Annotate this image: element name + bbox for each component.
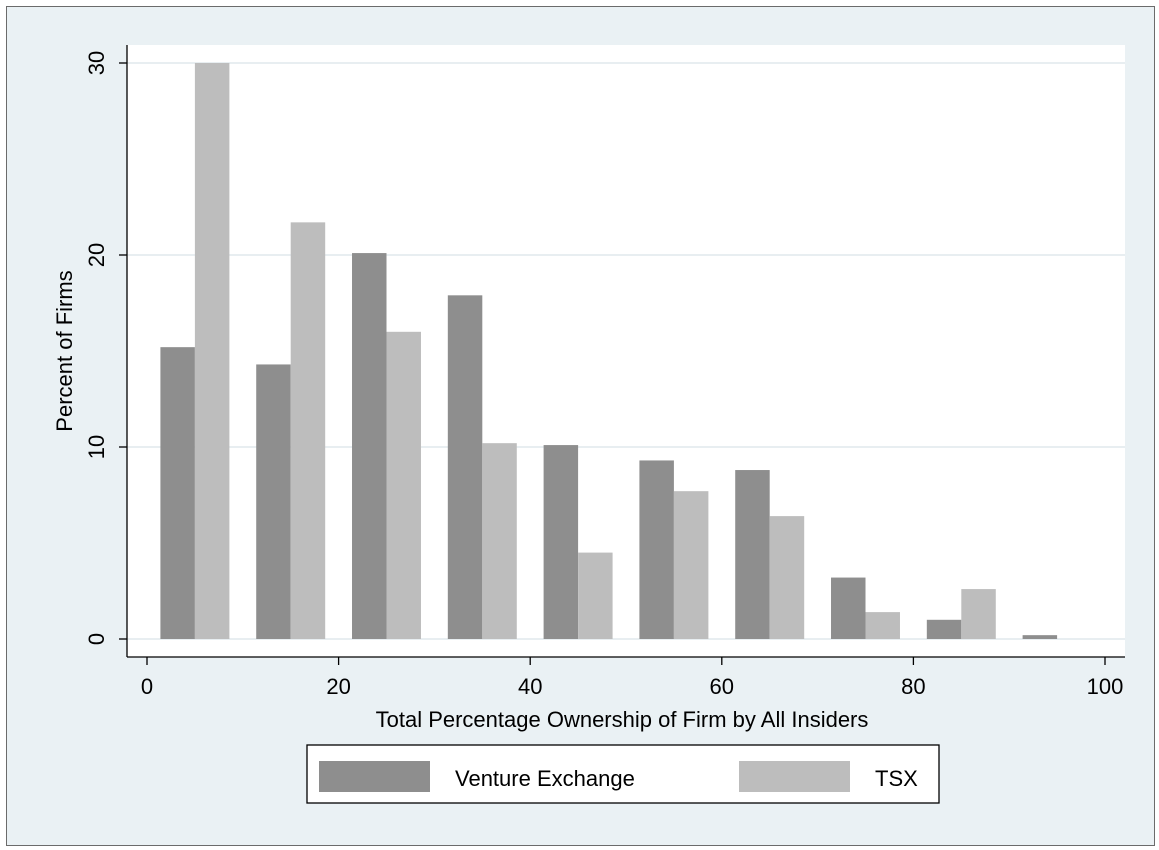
- bar-tsx-70: [865, 612, 900, 639]
- bar-venture-exchange-20: [352, 253, 387, 639]
- bar-venture-exchange-50: [639, 460, 674, 639]
- x-axis-ticks: 0 20 40 60 80 100: [141, 657, 1123, 699]
- bar-venture-exchange-90: [1022, 635, 1058, 639]
- bar-tsx-0: [194, 63, 230, 639]
- x-axis-label: Total Percentage Ownership of Firm by Al…: [376, 707, 869, 732]
- bar-tsx-20: [386, 331, 421, 639]
- legend-label-venture-exchange: Venture Exchange: [455, 766, 635, 791]
- x-tick-label-100: 100: [1087, 674, 1124, 699]
- bar-venture-exchange-40: [543, 445, 579, 639]
- bar-venture-exchange-80: [926, 619, 962, 639]
- x-tick-label-0: 0: [141, 674, 153, 699]
- legend-swatch-tsx: [739, 761, 850, 792]
- y-axis-ticks: 0 10 20 30: [84, 51, 127, 645]
- bar-tsx-10: [290, 222, 326, 640]
- x-tick-label-60: 60: [710, 674, 734, 699]
- x-tick-label-80: 80: [901, 674, 925, 699]
- bar-venture-exchange-60: [735, 470, 770, 639]
- y-tick-label-0: 0: [84, 633, 109, 645]
- legend-label-tsx: TSX: [875, 766, 918, 791]
- y-tick-label-20: 20: [84, 243, 109, 267]
- bar-tsx-80: [961, 589, 996, 639]
- legend: Venture Exchange TSX: [306, 744, 940, 804]
- bar-venture-exchange-30: [447, 295, 483, 639]
- bars: [160, 63, 1058, 640]
- bar-tsx-60: [769, 516, 805, 639]
- bar-tsx-40: [578, 552, 613, 639]
- bar-tsx-50: [673, 491, 709, 639]
- bar-venture-exchange-0: [160, 347, 195, 639]
- bar-venture-exchange-70: [831, 577, 866, 639]
- bar-tsx-30: [482, 443, 517, 639]
- x-tick-label-20: 20: [326, 674, 350, 699]
- y-tick-label-10: 10: [84, 435, 109, 459]
- x-tick-label-40: 40: [518, 674, 542, 699]
- y-axis-label: Percent of Firms: [52, 270, 77, 431]
- legend-swatch-venture-exchange: [319, 761, 430, 792]
- y-tick-label-30: 30: [84, 51, 109, 75]
- bar-venture-exchange-10: [256, 364, 291, 639]
